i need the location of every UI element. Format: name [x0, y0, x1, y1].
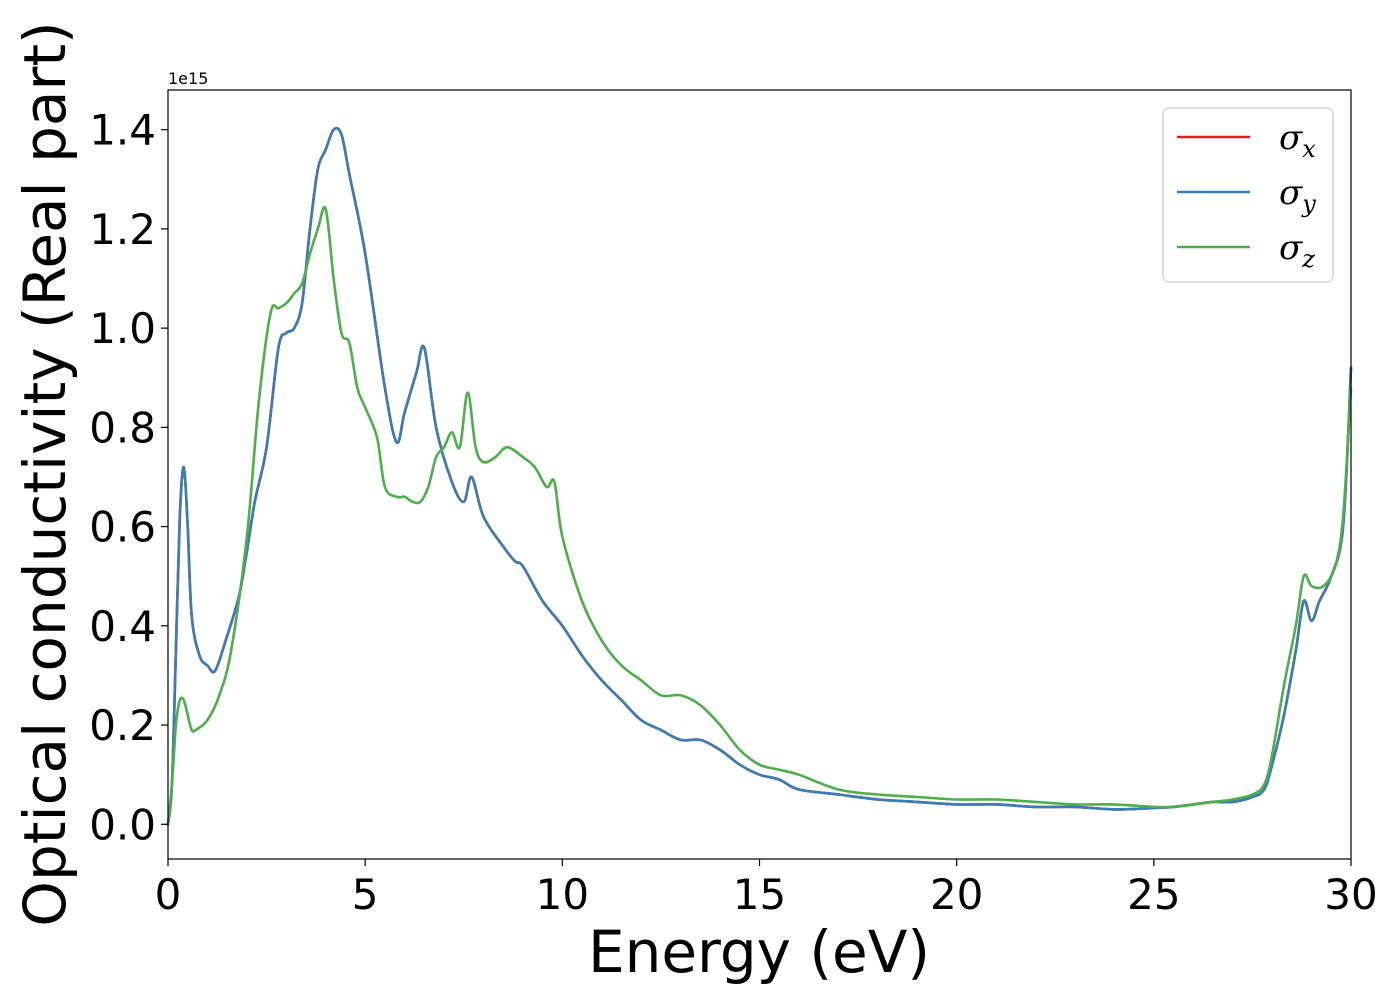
legend-frame — [1162, 107, 1334, 283]
legend: σx σy σz — [1162, 107, 1334, 283]
y-tick-label: 0.8 — [89, 403, 156, 452]
series-line-z — [166, 205, 1353, 826]
x-tick-label: 0 — [155, 870, 182, 919]
y-tick-label: 0.2 — [89, 701, 156, 750]
legend-label-y: σy — [1279, 173, 1316, 218]
x-tick-label: 5 — [352, 870, 379, 919]
legend-entries: σx σy σz — [1177, 118, 1316, 273]
y-tick-label: 1.4 — [89, 106, 156, 155]
y-tick-label: 0.4 — [89, 602, 156, 651]
y-tick-label: 1.2 — [89, 205, 156, 254]
x-axis-ticks: 0 5 10 15 20 25 30 — [155, 859, 1378, 919]
x-tick-label: 10 — [536, 870, 589, 919]
y-offset-text: 1e15 — [168, 69, 208, 88]
x-tick-label: 30 — [1324, 870, 1377, 919]
legend-label-x: σx — [1279, 118, 1316, 163]
y-tick-label: 1.0 — [89, 304, 156, 353]
y-axis-ticks: 0.0 0.2 0.4 0.6 0.8 1.0 1.2 1.4 — [89, 106, 168, 849]
y-tick-label: 0.0 — [89, 800, 156, 849]
legend-label-z: σz — [1279, 228, 1315, 273]
x-tick-label: 25 — [1127, 870, 1180, 919]
y-tick-label: 0.6 — [89, 503, 156, 552]
y-axis-label: Optical conductivity (Real part) — [11, 21, 79, 926]
x-tick-label: 15 — [733, 870, 786, 919]
series-layer — [166, 126, 1353, 826]
x-tick-label: 20 — [930, 870, 983, 919]
x-axis-label: Energy (eV) — [588, 918, 930, 986]
